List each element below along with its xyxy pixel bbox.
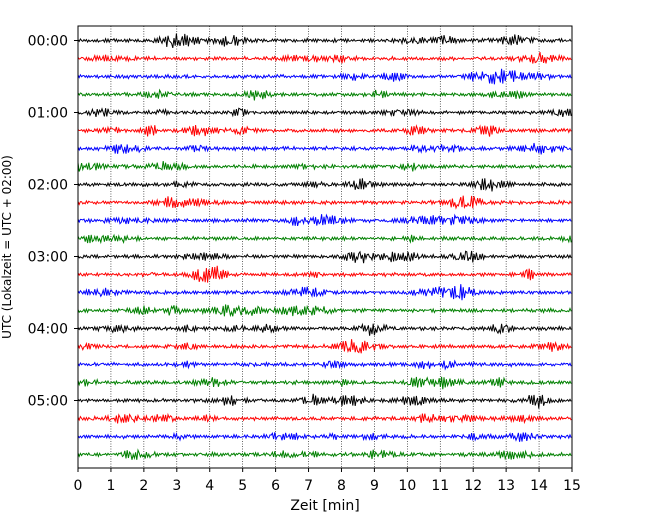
x-tick-label: 12 [464,478,482,494]
x-tick-label: 15 [563,478,581,494]
trace-line [77,233,572,245]
x-axis-title: Zeit [min] [290,498,359,514]
y-axis-ticks: 00:00 01:00 02:00 03:00 04:00 05:00 [28,34,78,410]
trace-line [77,284,572,301]
y-axis-title: UTC (Lokalzeit = UTC + 02:00) [0,155,14,339]
trace-line [77,376,572,390]
trace-line [77,107,572,118]
y-tick-label: 02:00 [28,178,68,194]
x-tick-label: 13 [497,478,515,494]
trace-line [77,68,572,85]
trace-line [77,250,572,264]
x-tick-label: 4 [205,478,214,494]
x-axis-ticks: 0 1 2 3 4 5 6 7 8 9 10 11 12 13 14 15 [74,468,581,494]
plot-frame [77,25,573,469]
trace-line [77,178,572,192]
trace-line [77,393,572,409]
trace-line [77,160,572,172]
trace-line [77,431,572,442]
trace-line [77,412,572,425]
seismic-traces [77,33,572,461]
trace-line [77,51,572,64]
x-tick-label: 0 [74,478,83,494]
y-tick-label: 01:00 [28,106,68,122]
trace-line [77,88,572,101]
y-tick-label: 03:00 [28,250,68,266]
x-tick-label: 8 [337,478,346,494]
vertical-grid [110,26,540,468]
trace-line [77,33,572,49]
trace-line [77,304,572,318]
trace-line [77,195,572,210]
y-tick-label: 00:00 [28,34,68,50]
trace-line [77,322,572,336]
x-tick-label: 1 [106,478,115,494]
x-tick-label: 9 [370,478,379,494]
trace-line [77,448,572,461]
trace-line [77,213,572,227]
y-tick-label: 04:00 [28,322,68,338]
x-tick-label: 7 [304,478,313,494]
trace-line [77,339,572,354]
x-tick-label: 14 [530,478,548,494]
x-tick-label: 11 [431,478,449,494]
y-tick-label: 05:00 [28,394,68,410]
x-tick-label: 6 [271,478,280,494]
x-tick-label: 2 [139,478,148,494]
trace-line [77,142,572,155]
x-tick-label: 3 [172,478,181,494]
trace-line [77,359,572,371]
trace-line [77,124,572,137]
x-tick-label: 5 [238,478,247,494]
x-tick-label: 10 [398,478,416,494]
trace-line [77,265,572,283]
